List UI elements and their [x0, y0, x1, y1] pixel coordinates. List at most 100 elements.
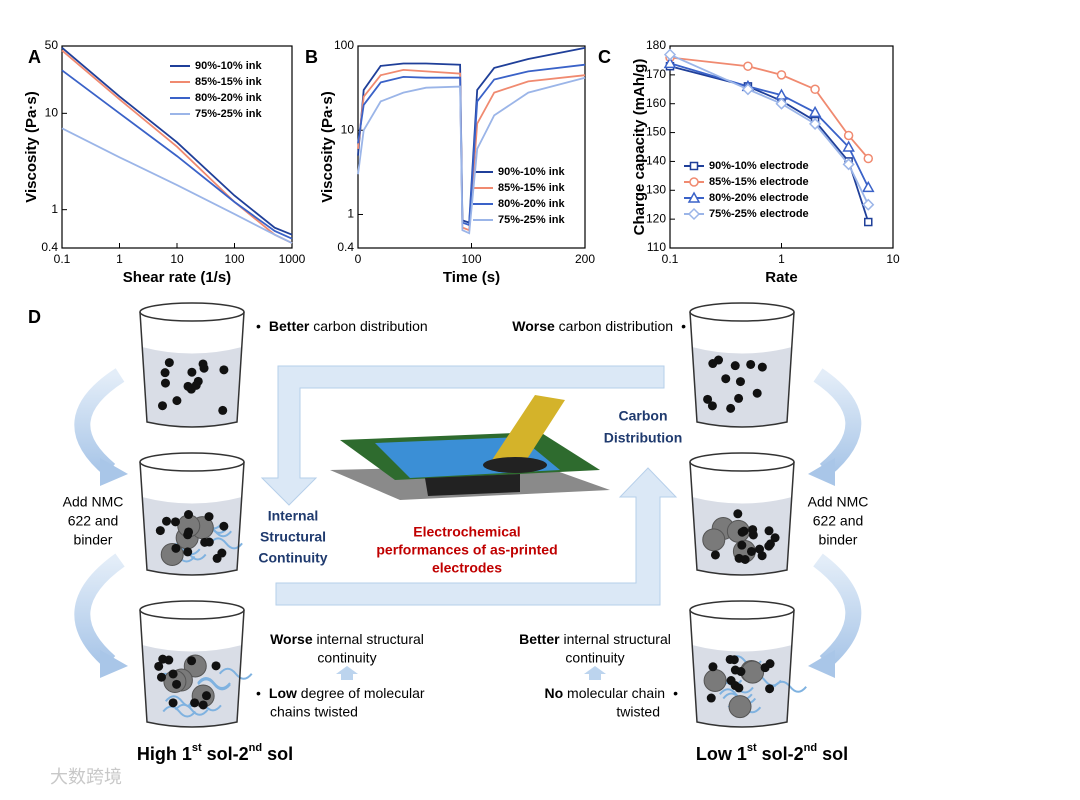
y-tick-label: 50 — [45, 38, 59, 52]
y-tick-label: 160 — [646, 96, 666, 110]
arrowhead — [100, 650, 128, 678]
y-tick-label: 150 — [646, 125, 666, 139]
legend-label: 80%-20% ink — [498, 198, 566, 210]
bullet: • — [681, 318, 686, 334]
carbon — [708, 662, 718, 672]
y-tick-label: 100 — [334, 38, 354, 52]
carbon — [201, 691, 211, 701]
x-tick-label: 1 — [116, 252, 123, 266]
carbon — [737, 540, 747, 550]
y-tick-label: 10 — [341, 122, 355, 136]
legend-label: 85%-15% ink — [498, 182, 566, 194]
carbon — [218, 405, 228, 415]
y-tick-label: 110 — [647, 240, 666, 254]
curved-arrow — [813, 553, 862, 669]
frame-arrow — [260, 365, 665, 506]
note: Worse carbon distribution • — [512, 318, 686, 334]
carbon — [160, 378, 170, 388]
bullet: • — [256, 685, 261, 701]
add-text: Add NMC — [808, 494, 869, 510]
t: sol-2 — [757, 744, 804, 764]
carbon — [168, 698, 178, 708]
beaker-wall — [689, 311, 795, 428]
note: No molecular chain • — [544, 685, 678, 701]
curved-arrow — [74, 368, 125, 477]
internal-label: Structural — [260, 529, 326, 545]
carbon — [183, 547, 193, 557]
arrowhead — [808, 650, 835, 678]
x-tick-label: 200 — [575, 252, 595, 266]
caption: Electrochemical — [413, 524, 520, 540]
note: • Low degree of molecular — [256, 685, 425, 701]
carbon — [733, 509, 743, 519]
carbon — [168, 669, 178, 679]
y-tick-label: 0.4 — [41, 240, 58, 254]
carbon — [211, 661, 221, 671]
legend-marker — [689, 161, 699, 171]
y-tick-label: 120 — [646, 211, 666, 225]
carbon — [191, 380, 201, 390]
carbon — [183, 381, 193, 391]
note: • Better carbon distribution — [256, 318, 428, 334]
carbon — [764, 526, 774, 536]
beaker — [689, 600, 807, 728]
carbon — [155, 526, 165, 536]
carbon — [162, 516, 172, 526]
legend-label: 90%-10% ink — [498, 166, 566, 178]
legend-label: 85%-15% ink — [195, 76, 263, 88]
carbon — [158, 654, 168, 664]
bullet: • — [256, 318, 261, 334]
carbon — [184, 510, 194, 520]
x-tick-label: 10 — [886, 252, 900, 266]
note-bold: No — [544, 685, 563, 701]
marker — [843, 130, 854, 141]
t: Low 1 — [696, 744, 747, 764]
y-axis-label: Charge capacity (mAh/g) — [631, 59, 648, 236]
carbon — [706, 693, 716, 703]
sup: st — [192, 742, 202, 754]
internal-label: Internal — [268, 508, 319, 524]
carbon — [735, 377, 745, 387]
x-tick-label: 1000 — [279, 252, 306, 266]
x-tick-label: 0.1 — [662, 252, 679, 266]
legend-label: 75%-25% ink — [498, 214, 566, 226]
panel-label: D — [28, 307, 41, 327]
beaker-wall — [689, 609, 795, 728]
note: twisted — [616, 704, 660, 720]
frame-arrow — [275, 467, 678, 606]
watermark: 大数跨境 — [50, 767, 122, 787]
carbon — [748, 525, 758, 535]
bullet: • — [673, 685, 678, 701]
note-bold: Worse — [270, 631, 313, 647]
carbon — [219, 521, 229, 531]
chart: C0.1 1 10110120130140150160170180RateCharg… — [598, 38, 900, 286]
beaker — [689, 452, 795, 576]
t: High 1 — [137, 744, 192, 764]
note: continuity — [565, 650, 624, 666]
legend-label: 75%-25% ink — [195, 108, 263, 120]
carbon — [164, 358, 174, 368]
marker — [808, 105, 822, 118]
chain — [197, 678, 231, 691]
carbon — [154, 661, 164, 671]
legend-label: 90%-10% ink — [195, 60, 263, 72]
particle — [728, 695, 752, 719]
x-tick-label: 1 — [778, 252, 785, 266]
carbon — [746, 359, 756, 369]
note-bold: Worse — [512, 318, 555, 334]
printer-illustration — [330, 395, 610, 500]
y-tick-label: 1 — [51, 202, 58, 216]
note-text: molecular chain — [563, 685, 665, 701]
marker — [775, 97, 788, 110]
note: continuity — [317, 650, 376, 666]
carbon — [764, 541, 774, 551]
internal-label: Continuity — [258, 550, 327, 566]
beaker-rim — [139, 600, 245, 620]
panel-label: C — [598, 47, 611, 67]
legend-label: 90%-10% electrode — [709, 160, 809, 172]
curved-arrow — [74, 553, 125, 669]
marker — [809, 117, 822, 130]
marker — [810, 84, 820, 95]
carbon — [729, 655, 739, 665]
legend-label: 75%-25% electrode — [709, 208, 809, 220]
